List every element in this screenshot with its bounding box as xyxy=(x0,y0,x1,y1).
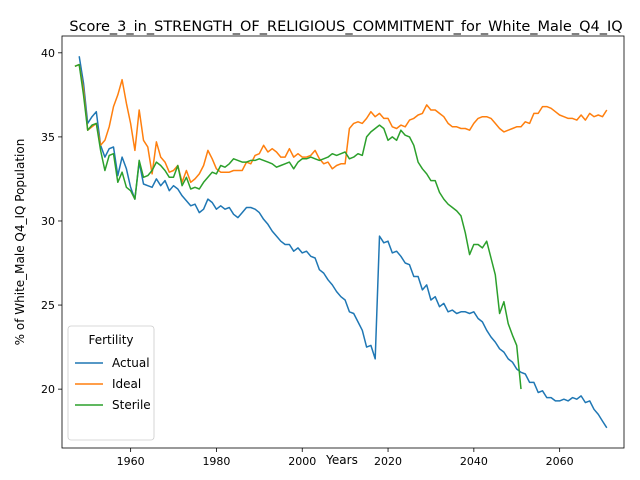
legend-box xyxy=(67,325,155,441)
series-line-ideal xyxy=(74,63,608,184)
legend-label-sterile: Sterile xyxy=(112,398,151,412)
plot-frame xyxy=(61,35,625,449)
series-lines xyxy=(74,56,608,429)
x-tick-label: 2040 xyxy=(460,455,488,468)
x-tick-label: 1980 xyxy=(202,455,230,468)
x-axis-label: Years xyxy=(325,453,358,467)
y-tick-label: 40 xyxy=(41,47,55,60)
legend: Fertility Actual Ideal Sterile xyxy=(67,325,155,441)
legend-label-actual: Actual xyxy=(112,356,150,370)
series-line-sterile xyxy=(74,63,522,390)
y-tick-label: 20 xyxy=(41,383,55,396)
y-axis-label: % of White_Male Q4_IQ Population xyxy=(13,139,27,346)
legend-title: Fertility xyxy=(88,333,133,347)
chart-title: Score_3_in_STRENGTH_OF_RELIGIOUS_COMMITM… xyxy=(69,19,622,35)
y-tick-label: 35 xyxy=(41,131,55,144)
y-tick-label: 25 xyxy=(41,299,55,312)
x-tick-label: 2000 xyxy=(288,455,316,468)
x-tick-label: 2060 xyxy=(546,455,574,468)
x-tick-label: 2020 xyxy=(374,455,402,468)
legend-items: Actual Ideal Sterile xyxy=(75,356,151,412)
legend-label-ideal: Ideal xyxy=(112,377,141,391)
axis-ticks: 1960 1980 2000 2020 2040 2060 20 25 30 35 40 xyxy=(41,47,574,468)
x-tick-label: 1960 xyxy=(117,455,145,468)
y-tick-label: 30 xyxy=(41,215,55,228)
